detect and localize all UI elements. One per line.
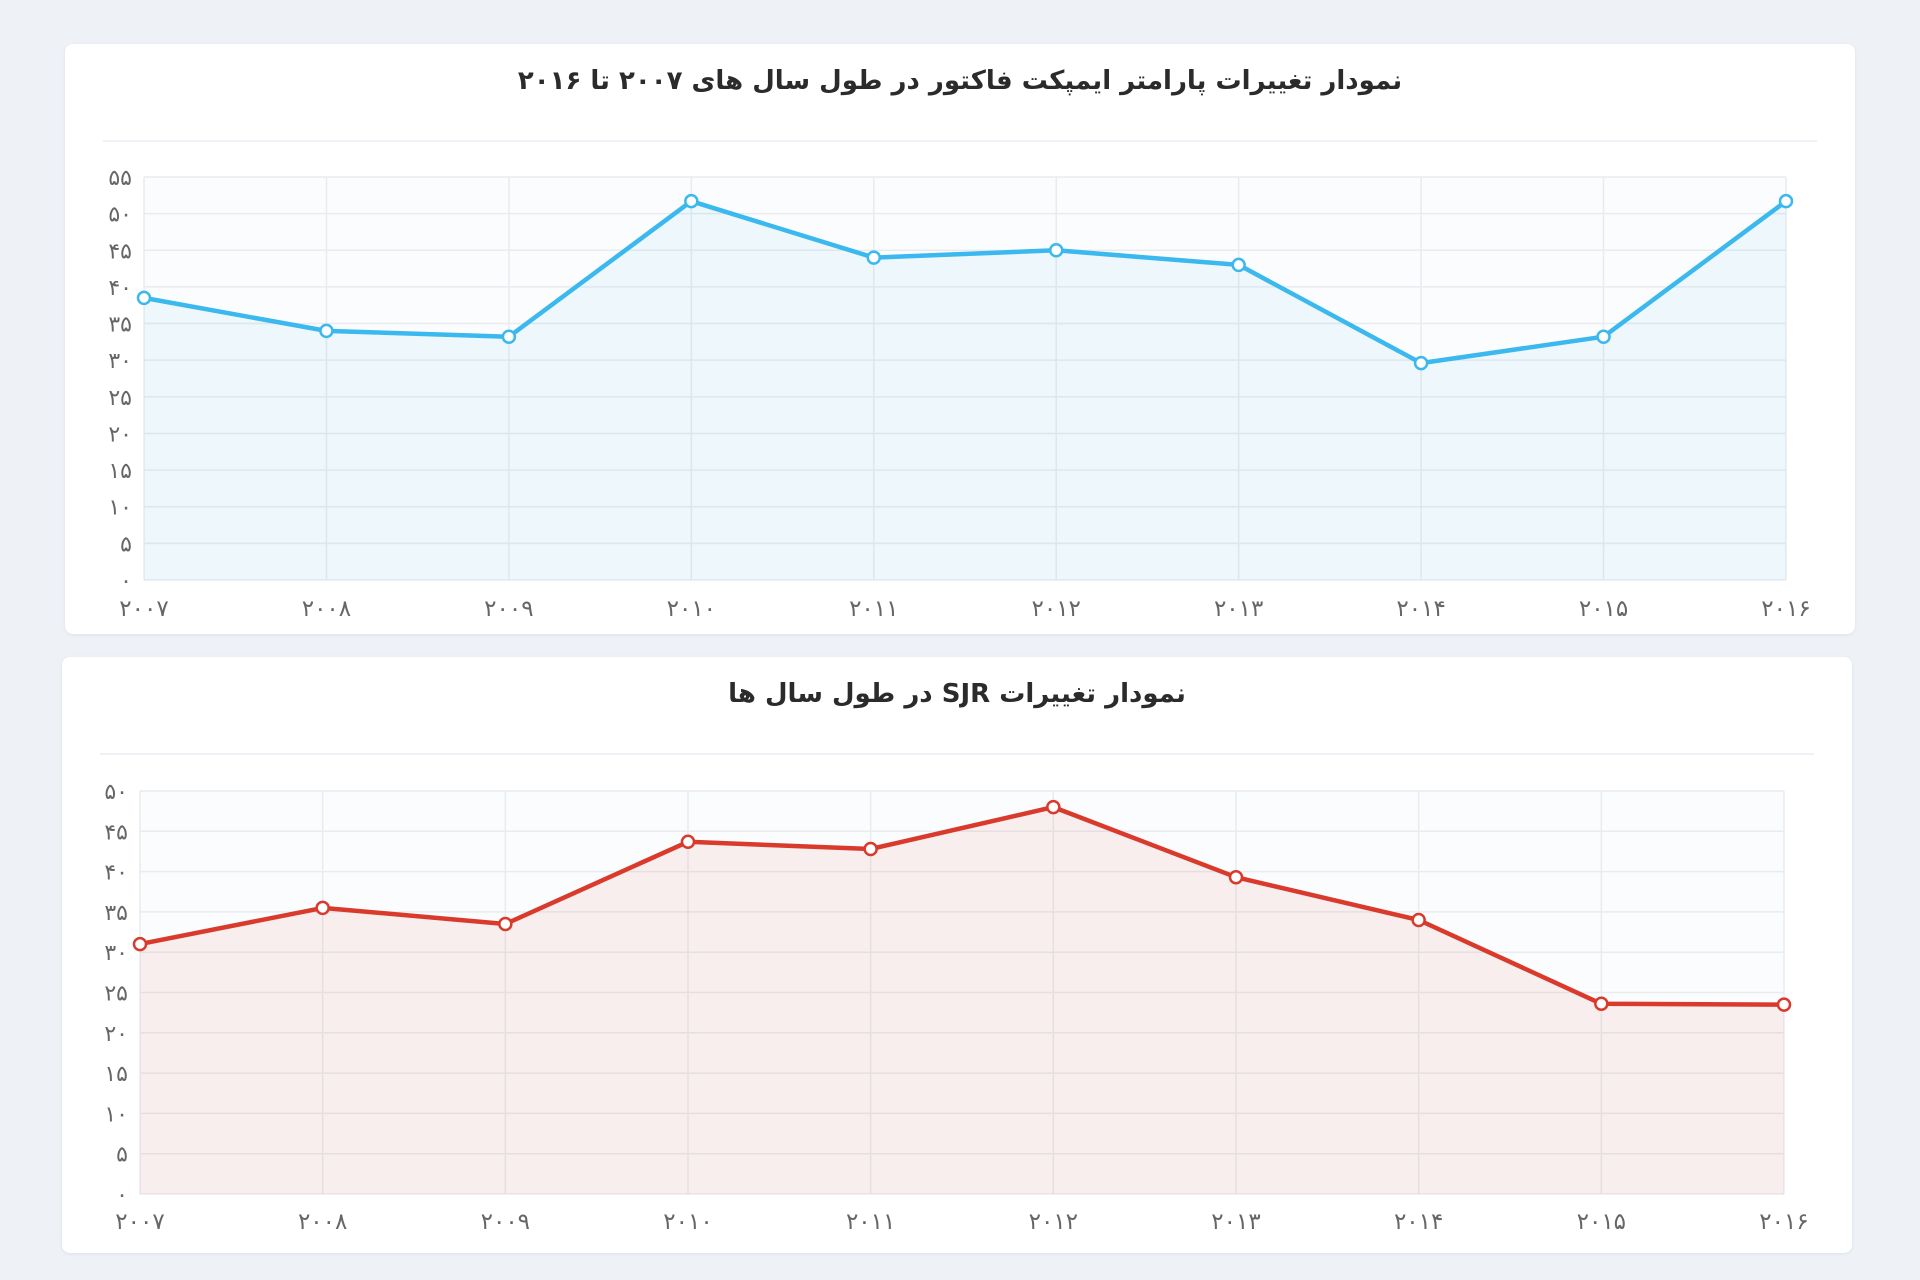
chart-title: نمودار تغییرات SJR در طول سال ها — [728, 679, 1186, 709]
y-tick-label: ۴۰ — [108, 276, 132, 301]
impact-factor-chart-card: نمودار تغییرات پارامتر ایمپکت فاکتور در … — [65, 44, 1855, 634]
y-tick-label: ۵ — [120, 532, 132, 557]
data-point[interactable] — [501, 329, 517, 344]
x-tick-label: ۲۰۱۴ — [1394, 1209, 1443, 1235]
y-tick-label: ۳۰ — [108, 349, 132, 374]
data-point[interactable] — [1228, 869, 1244, 885]
x-tick-label: ۲۰۱۵ — [1579, 596, 1628, 622]
data-point[interactable] — [319, 323, 334, 339]
y-tick-label: ۱۰ — [108, 496, 132, 521]
series-area — [144, 201, 1786, 580]
x-tick-label: ۲۰۱۱ — [849, 596, 898, 622]
title-divider — [100, 753, 1814, 755]
y-tick-label: ۰ — [120, 569, 132, 594]
x-tick-label: ۲۰۰۹ — [481, 1209, 530, 1235]
x-tick-label: ۲۰۱۳ — [1214, 596, 1263, 622]
x-tick-label: ۲۰۰۸ — [298, 1209, 347, 1235]
x-tick-label: ۲۰۰۸ — [302, 596, 351, 622]
data-point[interactable] — [1411, 912, 1426, 928]
y-tick-label: ۳۵ — [108, 313, 132, 338]
sjr-chart-card: نمودار تغییرات SJR در طول سال ها ۰ ۵ ۱۰ ۱۵ ۲… — [62, 657, 1852, 1253]
x-tick-label: ۲۰۱۲ — [1032, 596, 1081, 622]
x-tick-label: ۲۰۰۷ — [119, 596, 168, 622]
x-tick-label: ۲۰۰۷ — [115, 1209, 164, 1235]
x-tick-label: ۲۰۱۳ — [1211, 1209, 1260, 1235]
data-point[interactable] — [315, 900, 330, 916]
series-line — [137, 804, 1787, 1007]
data-point[interactable] — [1231, 257, 1246, 273]
data-point[interactable] — [132, 936, 148, 952]
x-tick-label: ۲۰۱۶ — [1759, 1209, 1808, 1235]
y-tick-label: ۲۵ — [108, 386, 132, 411]
y-tick-label: ۴۵ — [104, 820, 128, 845]
x-tick-label: ۲۰۰۹ — [484, 596, 533, 622]
y-tick-label: ۳۵ — [104, 901, 128, 926]
data-point[interactable] — [863, 841, 878, 857]
data-point[interactable] — [498, 916, 513, 932]
sjr-line-chart: ۰ ۵ ۱۰ ۱۵ ۲۰ ۲۵ ۳۰ ۳۵ ۴۰ ۴۵ ۵۰ ۲۰۰۷ ۲۰۰۸ ۲۰۰۹ ۲۰۱۰ ۲۰۱۱… — [104, 780, 1808, 1235]
data-point[interactable] — [866, 250, 882, 265]
y-tick-label: ۴۰ — [104, 861, 128, 886]
x-tick-label: ۲۰۱۵ — [1577, 1209, 1626, 1235]
y-tick-label: ۲۵ — [104, 982, 128, 1007]
data-point[interactable] — [1048, 243, 1064, 258]
data-point[interactable] — [1776, 997, 1792, 1012]
x-tick-label: ۲۰۱۰ — [667, 596, 716, 622]
y-tick-label: ۲۰ — [104, 1022, 128, 1047]
data-point[interactable] — [1413, 355, 1429, 371]
title-divider — [103, 140, 1817, 142]
data-point[interactable] — [1594, 996, 1609, 1012]
y-tick-label: ۴۵ — [108, 239, 132, 264]
impact-factor-line-chart: ۰ ۵ ۱۰ ۱۵ ۲۰ ۲۵ ۳۰ ۳۵ ۴۰ ۴۵ ۵۰ ۵۵ ۲۰۰۷ ۲۰۰۸ ۲۰۰۹ ۲۰۱۰ ۲۰… — [108, 166, 1810, 622]
data-point[interactable] — [1778, 193, 1794, 209]
y-tick-label: ۱۰ — [104, 1102, 128, 1127]
y-tick-label: ۵۰ — [104, 780, 128, 805]
y-tick-label: ۵ — [116, 1143, 128, 1168]
data-point[interactable] — [680, 834, 696, 850]
x-tick-label: ۲۰۱۴ — [1396, 596, 1445, 622]
y-tick-label: ۵۰ — [108, 203, 132, 228]
y-tick-label: ۰ — [116, 1183, 128, 1208]
y-tick-label: ۱۵ — [108, 459, 132, 484]
data-point[interactable] — [1596, 329, 1611, 344]
data-point[interactable] — [684, 193, 699, 209]
x-tick-label: ۲۰۱۱ — [846, 1209, 895, 1235]
y-tick-label: ۱۵ — [104, 1062, 128, 1087]
plot-area — [144, 177, 1786, 580]
chart-title: نمودار تغییرات پارامتر ایمپکت فاکتور در … — [517, 66, 1403, 96]
x-tick-label: ۲۰۱۰ — [663, 1209, 712, 1235]
y-tick-label: ۵۵ — [108, 166, 132, 191]
x-tick-label: ۲۰۱۲ — [1029, 1209, 1078, 1235]
data-point[interactable] — [136, 290, 152, 306]
data-point[interactable] — [1046, 799, 1061, 815]
series-line — [141, 198, 1789, 366]
y-tick-label: ۲۰ — [108, 422, 132, 447]
x-tick-label: ۲۰۱۶ — [1761, 596, 1810, 622]
y-tick-label: ۳۰ — [104, 941, 128, 966]
